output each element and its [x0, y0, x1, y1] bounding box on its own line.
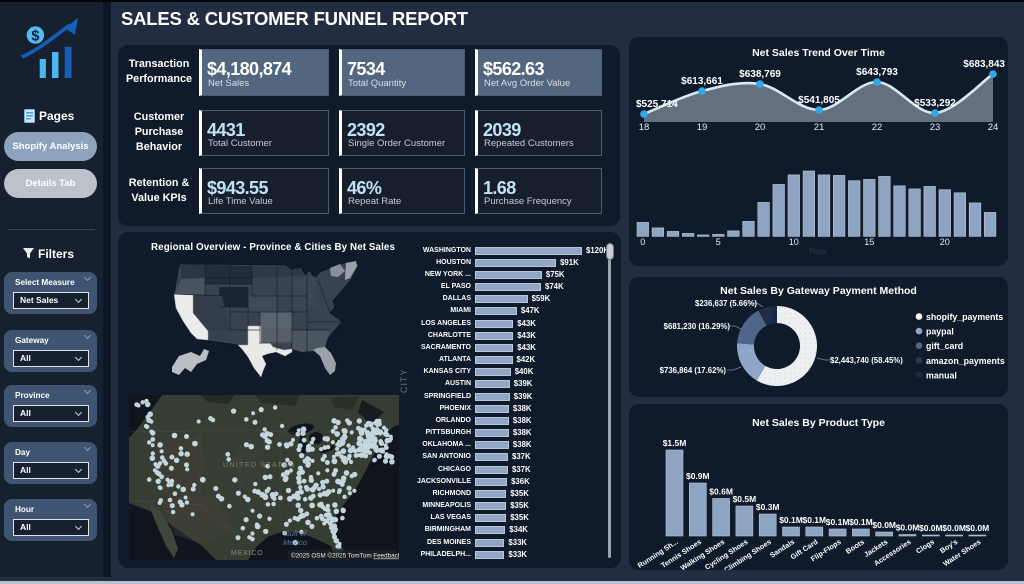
- svg-text:shopify_payments: shopify_payments: [926, 312, 1003, 322]
- svg-text:21: 21: [814, 122, 825, 133]
- svg-text:UNITED STATES: UNITED STATES: [223, 462, 295, 469]
- svg-text:$0.3M: $0.3M: [756, 502, 780, 512]
- svg-text:$643,793: $643,793: [856, 67, 898, 78]
- svg-text:$541,805: $541,805: [798, 95, 840, 106]
- svg-text:5: 5: [716, 237, 721, 247]
- svg-text:18: 18: [639, 122, 650, 133]
- svg-text:$236,637 (5.66%): $236,637 (5.66%): [695, 299, 757, 308]
- svg-text:amazon_payments: amazon_payments: [926, 356, 1005, 366]
- svg-text:$681,230 (16.29%): $681,230 (16.29%): [664, 322, 731, 331]
- svg-text:$0.9M: $0.9M: [686, 471, 710, 481]
- svg-text:$0.1M: $0.1M: [802, 515, 826, 525]
- svg-text:manual: manual: [926, 370, 957, 380]
- svg-text:©2025 OSM ©2025 TomTom Feedb: ©2025 OSM ©2025 TomTom Feedback: [291, 552, 399, 560]
- svg-text:$0.5M: $0.5M: [733, 494, 757, 504]
- svg-text:22: 22: [872, 122, 883, 133]
- svg-text:$0.0M: $0.0M: [872, 520, 896, 530]
- svg-text:$0.1M: $0.1M: [779, 515, 803, 525]
- svg-text:20: 20: [755, 122, 766, 133]
- svg-text:$613,661: $613,661: [681, 76, 723, 87]
- svg-text:$683,843: $683,843: [963, 59, 1005, 70]
- svg-text:$: $: [31, 28, 39, 44]
- svg-text:$0.0M: $0.0M: [966, 523, 990, 533]
- svg-text:Clogs: Clogs: [914, 537, 936, 555]
- svg-text:paypal: paypal: [926, 327, 954, 337]
- svg-text:$0.0M: $0.0M: [896, 523, 920, 533]
- svg-text:$0.0M: $0.0M: [942, 523, 966, 533]
- svg-text:Mexico: Mexico: [283, 538, 307, 547]
- svg-text:15: 15: [864, 237, 874, 247]
- svg-text:10: 10: [789, 237, 799, 247]
- svg-text:24: 24: [988, 122, 999, 133]
- svg-text:MEXICO: MEXICO: [231, 550, 263, 557]
- svg-text:$0.1M: $0.1M: [826, 517, 850, 527]
- svg-text:gift_card: gift_card: [926, 341, 963, 351]
- svg-text:20: 20: [940, 237, 950, 247]
- svg-text:Hour: Hour: [809, 247, 827, 256]
- svg-text:23: 23: [930, 122, 941, 133]
- svg-text:$533,292: $533,292: [914, 98, 956, 109]
- svg-text:$736,864 (17.62%): $736,864 (17.62%): [660, 366, 727, 375]
- svg-text:0: 0: [640, 237, 645, 247]
- svg-text:$0.0M: $0.0M: [919, 523, 943, 533]
- svg-text:19: 19: [697, 122, 708, 133]
- svg-text:$525,714: $525,714: [636, 99, 678, 110]
- svg-text:$2,443,740 (58.45%): $2,443,740 (58.45%): [830, 356, 903, 365]
- svg-text:$0.6M: $0.6M: [709, 487, 733, 497]
- svg-text:$638,769: $638,769: [739, 69, 781, 80]
- svg-text:Gulf of: Gulf of: [284, 529, 307, 538]
- svg-text:$1.5M: $1.5M: [663, 438, 687, 448]
- svg-text:$0.1M: $0.1M: [849, 517, 873, 527]
